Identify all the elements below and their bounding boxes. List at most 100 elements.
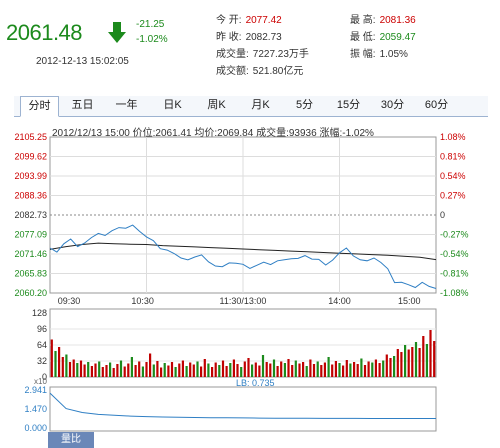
percent-tick-label: -0.54% [440, 249, 469, 259]
percent-axis-right: 1.08% 0.81% 0.54% 0.27% 0 -0.27% -0.54% -0.81% -… [440, 132, 469, 298]
volume-bar [112, 368, 115, 377]
volume-bar [353, 362, 356, 377]
volume-bar [160, 367, 163, 377]
tab-daily-k[interactable]: 日K [163, 99, 182, 111]
volume-bar [79, 360, 83, 377]
volume-bar [389, 358, 392, 377]
volume-bar [192, 364, 195, 377]
volume-bar [163, 363, 166, 377]
volume-bar [189, 362, 192, 377]
volume-bar [418, 348, 421, 377]
volume-bar [261, 355, 265, 377]
quote-open: 今 开: 2077.42 [216, 12, 282, 29]
volume-bar [258, 365, 261, 377]
price-tick-label: 2060.20 [14, 288, 47, 298]
volume-bar [425, 344, 428, 377]
info-price: 2061.41 [155, 128, 192, 139]
volume-bar [342, 365, 345, 377]
time-axis: 09:30 10:30 11:30/13:00 14:00 15:00 [58, 296, 421, 306]
info-vol: 93936 [288, 128, 317, 139]
quote-volume: 成交量: 7227.23万手 [216, 46, 309, 63]
volume-bar [323, 362, 326, 377]
tab-1year[interactable]: 一年 [115, 99, 138, 111]
volume-bar [411, 347, 414, 377]
volume-bar [320, 365, 323, 377]
volume-bar [72, 359, 75, 377]
change-percent: -1.02% [136, 34, 168, 45]
volume-bar [229, 363, 232, 377]
volume-bar [105, 365, 108, 377]
volume-bar [236, 364, 239, 377]
tab-weekly-k[interactable]: 周K [207, 99, 226, 111]
ratio-panel-frame [49, 386, 437, 432]
volume-bar [58, 347, 61, 377]
volume-bar [316, 361, 319, 377]
open-value: 2077.42 [245, 15, 282, 26]
tab-30min[interactable]: 30分 [380, 99, 405, 111]
arrow-down-icon [108, 22, 126, 43]
tab-monthly-k[interactable]: 月K [251, 99, 270, 111]
price-tick-label: 2082.73 [14, 210, 47, 220]
volume-bar [109, 362, 112, 377]
open-label: 今 开: [216, 15, 242, 26]
volume-bar [50, 339, 53, 377]
volume-bar [83, 364, 86, 377]
price-tick-label: 2077.09 [14, 230, 47, 240]
volume-bar [87, 362, 90, 377]
volume-bar [371, 362, 374, 377]
tab-5min[interactable]: 5分 [295, 99, 314, 111]
time-tick-label: 15:00 [398, 296, 421, 306]
volume-bar [327, 357, 330, 377]
amp-value: 1.05% [379, 49, 408, 60]
volume-bar [240, 367, 243, 377]
period-tabs: 分时 五日 一年 日K 周K 月K 5分 15分 30分 60分 [14, 96, 488, 117]
volume-ratio-tab[interactable]: 量比 [48, 432, 94, 448]
volume-bar [265, 362, 268, 377]
volume-bar [218, 365, 221, 377]
volume-bar [185, 366, 188, 377]
amt-label: 成交额: [216, 66, 249, 77]
volume-bar [283, 363, 286, 377]
volume-bar [170, 362, 174, 377]
intraday-chart[interactable]: 2105.25 2099.62 2093.99 2088.36 2082.73 2077.… [0, 132, 500, 448]
info-price-label: 价位: [132, 128, 156, 139]
prev-label: 昨 收: [216, 32, 242, 43]
tab-intraday[interactable]: 分时 [20, 96, 59, 117]
volume-unit-label: x10 [34, 377, 47, 386]
quote-low: 最 低: 2059.47 [350, 29, 416, 46]
volume-bar [378, 363, 381, 377]
last-price: 2061.48 [6, 20, 83, 45]
volume-bar [61, 357, 64, 377]
volume-bar [247, 358, 250, 377]
tab-60min[interactable]: 60分 [424, 99, 449, 111]
volume-bar [68, 362, 72, 377]
volume-bar [152, 364, 155, 377]
tab-5day[interactable]: 五日 [71, 99, 94, 111]
volume-bar [312, 364, 316, 377]
volume-bar [181, 360, 184, 377]
volume-bar [385, 354, 388, 377]
volume-ratio-label: LB: 0.735 [236, 378, 275, 388]
volume-bar [196, 361, 199, 377]
price-tick-label: 2093.99 [14, 171, 47, 181]
volume-bar [134, 365, 137, 377]
volume-bar [145, 362, 148, 377]
info-vol-label: 成交量: [256, 128, 289, 139]
volume-bar [76, 363, 79, 377]
volume-bar [287, 359, 290, 377]
volume-bar [156, 361, 159, 377]
volume-bar [400, 352, 403, 377]
quote-amplitude: 振 幅: 1.05% [350, 46, 408, 63]
volume-bar [269, 363, 272, 377]
volume-bar [101, 367, 104, 377]
volume-bar [429, 330, 432, 377]
volume-bar [203, 359, 206, 377]
tab-15min[interactable]: 15分 [336, 99, 361, 111]
volume-bar [345, 360, 348, 377]
volume-bar [382, 360, 385, 377]
percent-tick-label: 0.54% [440, 171, 466, 181]
info-avg-label: 均价: [194, 128, 218, 139]
change-value: -21.25 [136, 19, 165, 30]
volume-bar [276, 366, 279, 377]
volume-bar [127, 363, 130, 377]
